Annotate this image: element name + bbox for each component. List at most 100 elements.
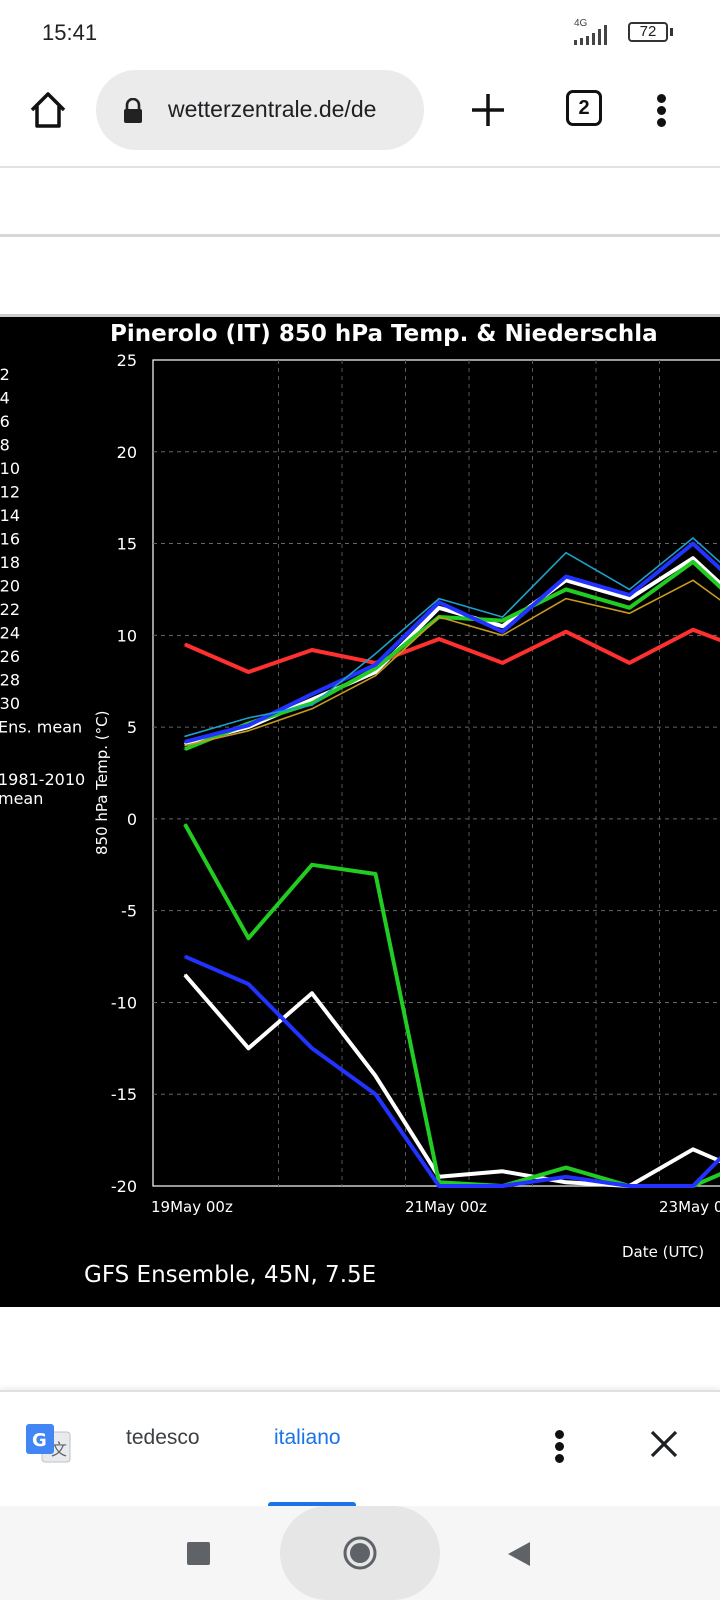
browser-menu-button[interactable] (650, 90, 674, 130)
tab-switcher-button[interactable]: 2 (566, 90, 602, 126)
data-point (628, 612, 631, 615)
data-point (501, 630, 504, 633)
legend-entry: P28 (0, 671, 20, 690)
legend-entry: P6 (0, 412, 10, 431)
data-point (628, 597, 631, 600)
back-triangle-icon[interactable] (506, 1540, 532, 1568)
chart-title: Pinerolo (IT) 850 hPa Temp. & Niederschl… (110, 321, 658, 347)
data-point (247, 937, 250, 939)
new-tab-button[interactable] (466, 88, 510, 132)
tab-source-language[interactable]: tedesco (126, 1426, 200, 1449)
x-axis-label: Date (UTC) (622, 1243, 704, 1261)
legend-entry: P4 (0, 389, 10, 408)
data-point (184, 740, 186, 743)
chart-grid (152, 359, 720, 1187)
system-nav-bar (0, 1506, 720, 1600)
data-point (628, 607, 631, 609)
home-icon (30, 92, 66, 128)
data-point (311, 702, 313, 705)
chart-container: Pinerolo (IT) 850 hPa Temp. & Niederschl… (0, 314, 720, 1307)
data-point (628, 1185, 631, 1187)
legend-entry: P30 (0, 694, 20, 713)
data-point (628, 594, 631, 596)
data-point (501, 619, 504, 622)
data-point (374, 652, 377, 655)
series-line (184, 954, 720, 1188)
network-type: 4G (574, 18, 588, 29)
data-point (501, 1170, 504, 1173)
home-circle-icon (343, 1536, 377, 1570)
y-tick-label: 25 (117, 351, 137, 370)
legend-entry: P20 (0, 577, 20, 596)
data-point (247, 717, 250, 719)
data-point (501, 616, 504, 618)
data-point (184, 748, 186, 750)
data-point (628, 588, 631, 591)
x-tick-label: 19May 00z (151, 1198, 233, 1216)
series-line (183, 973, 720, 1188)
data-point (374, 1093, 377, 1096)
data-point (692, 557, 694, 560)
y-tick-label: 20 (117, 443, 137, 462)
data-point (247, 724, 250, 727)
y-tick-label: -5 (121, 902, 137, 921)
data-point (184, 974, 186, 976)
data-point (184, 735, 186, 738)
tab-target-language[interactable]: italiano (274, 1426, 341, 1449)
plot-frame (152, 359, 720, 1187)
series-line (184, 627, 720, 674)
tab-count: 2 (578, 97, 590, 119)
data-point (374, 663, 377, 666)
data-point (311, 649, 313, 651)
data-point (247, 983, 250, 985)
y-axis-ticks: 25 20 15 10 5 0 -5 -10 -15 -20 (111, 351, 137, 1196)
legend-entry: 1981-2010 (0, 770, 85, 789)
data-point (247, 1047, 250, 1050)
translate-bar: 文 G tedesco italiano (0, 1390, 720, 1508)
legend-entry: Ens. mean (0, 718, 82, 737)
data-point (374, 873, 377, 875)
translate-menu-button[interactable] (550, 1426, 570, 1466)
data-point (565, 575, 567, 578)
y-axis-label: 850 hPa Temp. (°C) (93, 711, 111, 855)
series-line (183, 823, 720, 1188)
legend-entry: P22 (0, 600, 20, 619)
data-point (438, 1185, 440, 1187)
data-point (311, 992, 313, 995)
menu-dot-icon (657, 94, 666, 103)
data-point (692, 537, 694, 539)
data-point (692, 579, 694, 582)
y-tick-label: -10 (111, 993, 137, 1012)
data-point (247, 729, 250, 732)
data-point (565, 1176, 567, 1178)
translate-close-button[interactable] (646, 1426, 682, 1462)
chart-source: GFS Ensemble, 45N, 7.5E (84, 1262, 376, 1288)
legend-entry: P2 (0, 365, 10, 384)
address-bar[interactable]: wetterzentrale.de/de (96, 70, 424, 150)
recents-button[interactable] (187, 1542, 210, 1565)
battery-tip (670, 28, 673, 36)
data-point (565, 551, 567, 554)
home-button[interactable] (24, 86, 72, 134)
legend-entry: P18 (0, 553, 20, 572)
data-point (501, 662, 504, 664)
data-point (311, 863, 313, 866)
svg-text:文: 文 (51, 1440, 67, 1459)
legend-entry: P24 (0, 624, 20, 643)
home-nav-button[interactable] (280, 1506, 440, 1600)
meteogram-chart: Pinerolo (IT) 850 hPa Temp. & Niederschl… (0, 321, 720, 1288)
data-point (692, 629, 694, 631)
data-point (501, 634, 504, 637)
data-point (501, 1185, 504, 1187)
legend-entry: mean (0, 789, 43, 808)
y-tick-label: 0 (127, 810, 137, 829)
data-point (438, 597, 440, 600)
y-tick-label: -15 (111, 1085, 137, 1104)
lock-icon (124, 98, 142, 123)
chart-legend: P2 P4 P6 P8 P10 P12 P14 P16 P18 P20 P22 P24 P26 P28 P3… (0, 365, 85, 808)
series-line (184, 537, 720, 738)
data-point (311, 704, 313, 706)
chart-series (183, 537, 720, 1188)
legend-entry: P10 (0, 459, 20, 478)
data-point (438, 616, 440, 618)
